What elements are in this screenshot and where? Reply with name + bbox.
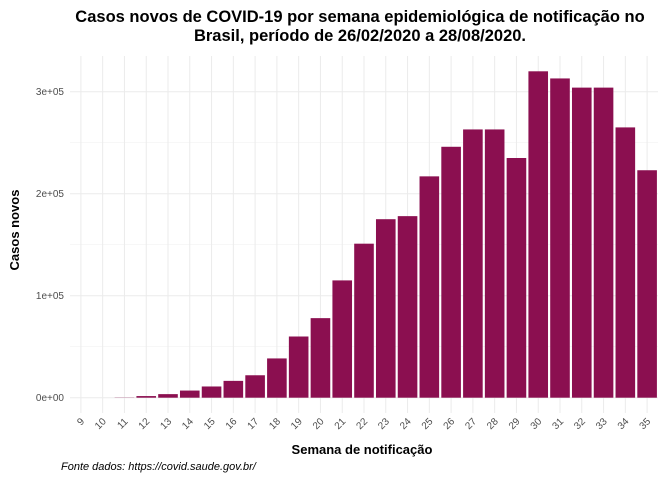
bar: [615, 127, 636, 398]
y-tick-label: 3e+05: [36, 87, 65, 98]
bar: [375, 219, 396, 398]
x-tick-label: 32: [572, 416, 588, 432]
bar: [310, 318, 331, 398]
x-tick-label: 22: [354, 416, 370, 432]
bar: [201, 386, 222, 398]
x-tick-label: 25: [420, 416, 436, 432]
x-tick-label: 11: [115, 416, 130, 431]
bar: [223, 380, 244, 398]
bar: [419, 176, 440, 398]
x-tick-label: 12: [137, 416, 153, 432]
x-axis-title: Semana de notificação: [292, 442, 433, 457]
x-tick-label: 26: [442, 416, 458, 432]
bar: [354, 243, 374, 398]
x-tick-label: 24: [398, 416, 414, 432]
bar: [506, 158, 527, 398]
y-axis-ticks: 0e+00 1e+05 2e+05 3e+05: [36, 87, 65, 404]
bar: [441, 146, 461, 398]
x-tick-label: 28: [485, 416, 501, 432]
x-tick-label: 17: [246, 416, 262, 432]
y-tick-label: 1e+05: [36, 291, 65, 302]
x-tick-label: 31: [550, 416, 566, 432]
bar: [571, 87, 592, 398]
bar: [463, 129, 483, 398]
chart-title-line-2: Brasil, período de 26/02/2020 a 28/08/20…: [194, 27, 526, 45]
bar: [397, 216, 418, 398]
x-tick-label: 23: [376, 416, 392, 432]
x-tick-label: 27: [463, 416, 479, 432]
x-tick-label: 18: [267, 416, 283, 432]
chart-title-line-1: Casos novos de COVID-19 por semana epide…: [75, 8, 644, 26]
source-caption: Fonte dados: https://covid.saude.gov.br/: [61, 461, 257, 473]
x-tick-label: 35: [638, 416, 654, 432]
x-axis-ticks: 9 10 11 12 13 14 15 16 17 18 19 20 21 22 23 24 25 26 27 28 2…: [75, 416, 653, 432]
x-tick-label: 30: [529, 416, 545, 432]
x-tick-label: 14: [180, 416, 196, 432]
bar: [637, 170, 657, 398]
x-tick-label: 34: [616, 416, 632, 432]
y-tick-label: 2e+05: [36, 189, 65, 200]
x-tick-label: 13: [158, 416, 174, 432]
x-tick-label: 10: [93, 416, 109, 432]
bar: [245, 375, 265, 398]
x-tick-label: 21: [333, 416, 349, 432]
bars: [114, 71, 657, 398]
bar: [179, 390, 200, 398]
bar: [136, 396, 157, 398]
x-tick-label: 20: [311, 416, 327, 432]
bar: [593, 87, 614, 398]
x-tick-label: 19: [289, 416, 305, 432]
bar: [158, 394, 178, 398]
chart-title: Casos novos de COVID-19 por semana epide…: [75, 8, 644, 45]
bar: [288, 336, 309, 398]
x-tick-label: 29: [507, 416, 523, 432]
y-axis-title: Casos novos: [7, 190, 22, 271]
x-tick-label: 15: [202, 416, 218, 432]
bar: [267, 358, 287, 398]
bar: [484, 129, 505, 398]
bar: [550, 78, 570, 398]
x-tick-label: 9: [75, 416, 87, 428]
x-tick-label: 16: [224, 416, 240, 432]
x-tick-label: 33: [594, 416, 610, 432]
bar: [528, 71, 549, 398]
y-tick-label: 0e+00: [36, 393, 65, 404]
bar: [332, 280, 353, 398]
